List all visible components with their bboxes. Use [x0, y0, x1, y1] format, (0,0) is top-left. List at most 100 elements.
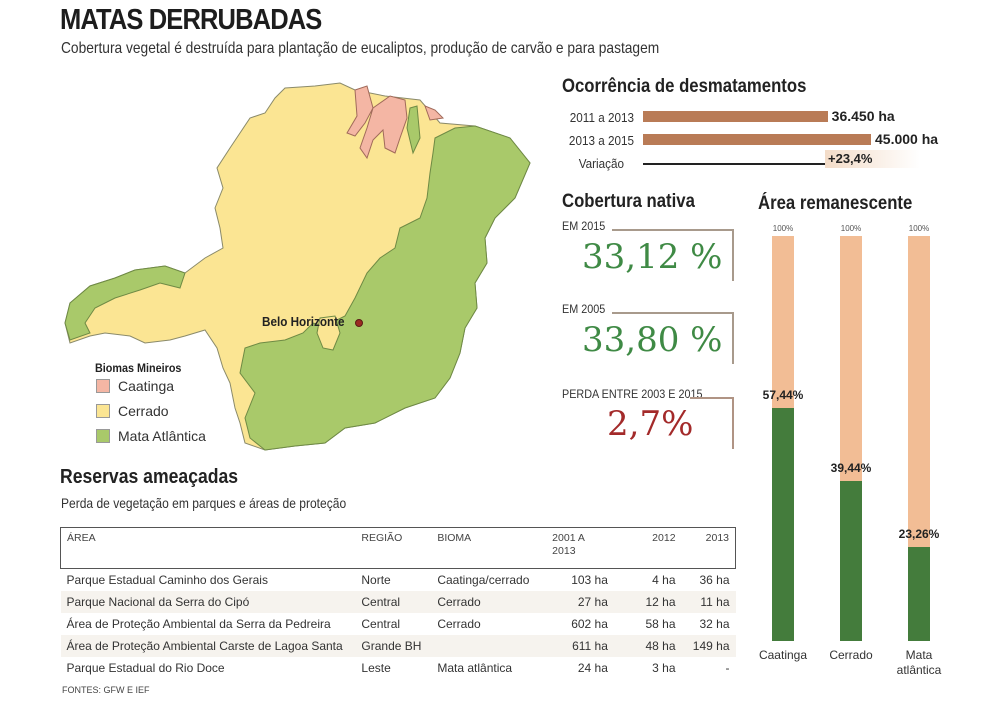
city-marker [355, 319, 363, 327]
stat-value-2015: 33,12 % [582, 237, 723, 277]
bar-remaining [772, 408, 794, 641]
bar-category-label: Mata atlântica [896, 648, 942, 677]
table-cell: - [725, 661, 730, 675]
legend-item-mata-atlantica: Mata Atlântica [96, 428, 206, 444]
table-cell: 3 ha [652, 661, 676, 675]
table-cell: 602 ha [571, 617, 608, 631]
legend-label: Cerrado [118, 403, 169, 419]
map-region-mata-atlantica [239, 125, 531, 451]
reserves-subtitle: Perda de vegetação em parques e áreas de… [61, 495, 347, 511]
table-row: Parque Estadual Caminho dos Gerais Norte C… [61, 569, 736, 592]
table-cell: Área de Proteção Ambiental Carste de Lag… [66, 639, 343, 653]
occ-value-label: 36.450 ha [831, 108, 895, 124]
map-region-mata-atlantica-west [64, 265, 186, 341]
stat-bracket [612, 229, 734, 281]
table-cell: 27 ha [577, 595, 608, 609]
table-cell: 103 ha [571, 573, 608, 587]
bar-total [840, 236, 862, 641]
stat-bracket [690, 397, 734, 449]
table-cell: Parque Estadual do Rio Doce [66, 661, 225, 675]
legend-label: Caatinga [118, 378, 175, 394]
occ-bar [643, 111, 828, 122]
table-cell: Cerrado [437, 617, 481, 631]
bar-value-label: 23,26% [898, 526, 940, 541]
legend-swatch-cerrado [96, 404, 110, 418]
table-row: Parque Nacional da Serra do Cipó Central C… [60, 591, 736, 613]
table-cell: 32 ha [699, 617, 730, 631]
table-cell: 58 ha [645, 617, 676, 631]
table-row: Área de Proteção Ambiental da Serra da P… [61, 613, 736, 635]
bar-value-label: 39,44% [830, 461, 872, 476]
legend-label: Mata Atlântica [118, 428, 206, 444]
reserves-table: ÁREA REGIÃO BIOMA 2001 A 2013 2012 2013 … [60, 527, 736, 679]
native-cover-title: Cobertura nativa [562, 191, 695, 212]
table-cell: Mata atlântica [437, 661, 513, 675]
table-row: Área de Proteção Ambiental Carste de Lag… [60, 635, 736, 657]
occ-variation-label: Variação [578, 156, 624, 171]
page-subtitle: Cobertura vegetal é destruída para plant… [61, 40, 660, 57]
column-header: REGIÃO [355, 527, 432, 569]
occ-variation-line [643, 163, 825, 165]
table-cell: 12 ha [645, 595, 676, 609]
table-cell: Central [361, 595, 401, 609]
table-cell: 11 ha [700, 595, 730, 609]
occ-variation-value: +23,4% [828, 151, 873, 166]
legend-swatch-caatinga [96, 379, 110, 393]
bar-total-label: 100% [840, 224, 862, 233]
table-cell: 48 ha [645, 639, 676, 653]
legend-item-caatinga: Caatinga [96, 378, 174, 394]
bar-total [772, 236, 794, 641]
column-header: 2001 A 2013 [546, 527, 614, 569]
bar-total-label: 100% [908, 224, 930, 233]
bar-remaining [908, 546, 930, 641]
table-cell: Parque Nacional da Serra do Cipó [66, 595, 250, 609]
table-cell: Caatinga/cerrado [437, 573, 530, 587]
occ-variation-highlight [825, 150, 920, 168]
table-header-row: ÁREA REGIÃO BIOMA 2001 A 2013 2012 2013 [60, 527, 736, 569]
remaining-area-title: Área remanescente [758, 193, 913, 214]
column-header: 2013 [681, 527, 736, 569]
stat-label-2005: EM 2005 [562, 302, 606, 316]
table-cell [431, 635, 546, 657]
table-cell: 4 ha [652, 573, 676, 587]
table-cell: Norte [361, 573, 391, 587]
bar-total [908, 236, 930, 641]
biome-map [64, 82, 531, 451]
table-cell: Parque Estadual Caminho dos Gerais [66, 573, 268, 587]
occ-value-label: 45.000 ha [875, 131, 939, 147]
column-header: BIOMA [431, 527, 547, 569]
occ-category-label: 2013 a 2015 [568, 133, 634, 148]
bar-remaining [840, 481, 862, 641]
bar-category-label: Caatinga [758, 648, 808, 662]
column-header: 2012 [613, 527, 682, 569]
occ-category-label: 2011 a 2013 [569, 110, 634, 125]
bar-category-label: Cerrado [829, 648, 873, 662]
legend-swatch-mata-atlantica [96, 429, 110, 443]
table-row: Parque Estadual do Rio Doce Leste Mata atl… [61, 657, 736, 679]
sources-note: FONTES: GFW E IEF [62, 685, 150, 695]
city-label-belo-horizonte: Belo Horizonte [262, 314, 345, 329]
table-cell: 36 ha [699, 573, 730, 587]
stat-value-loss: 2,7% [607, 404, 694, 444]
table-cell: Área de Proteção Ambiental da Serra da P… [66, 617, 331, 631]
bar-value-label: 57,44% [762, 388, 804, 403]
deforestation-title: Ocorrência de desmatamentos [562, 76, 807, 97]
table-cell: 24 ha [577, 661, 608, 675]
stat-label-2015: EM 2015 [562, 219, 606, 233]
bar-total-label: 100% [772, 224, 794, 233]
stat-label-loss: PERDA ENTRE 2003 E 2015 [562, 387, 703, 401]
table-cell: Cerrado [437, 595, 481, 609]
column-header: ÁREA [60, 527, 356, 569]
table-cell: Leste [361, 661, 391, 675]
table-cell: Grande BH [361, 639, 422, 653]
table-cell: Central [361, 617, 401, 631]
page-title: MATAS DERRUBADAS [60, 4, 322, 36]
map-region-caatinga [346, 85, 445, 160]
stat-value-2005: 33,80 % [582, 320, 723, 360]
table-cell: 149 ha [692, 639, 730, 653]
legend-item-cerrado: Cerrado [96, 403, 169, 419]
table-cell: 611 ha [572, 639, 608, 653]
legend-title: Biomas Mineiros [95, 361, 182, 375]
occ-bar [643, 134, 871, 145]
reserves-title: Reservas ameaçadas [60, 466, 239, 488]
